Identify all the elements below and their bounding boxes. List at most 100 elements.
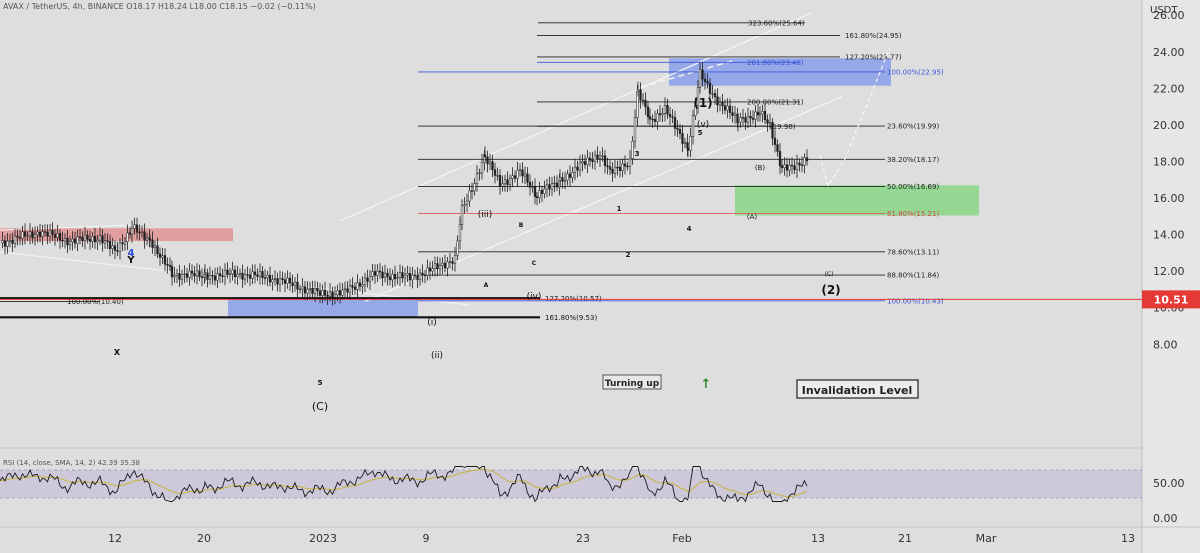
candle-body <box>68 241 72 246</box>
candle-body <box>13 235 17 244</box>
candle-body <box>423 274 427 277</box>
candle-body <box>73 238 77 244</box>
currency-label: USDT <box>1150 5 1178 16</box>
candle-body <box>563 179 567 182</box>
candle-body <box>396 277 399 279</box>
candle-body <box>318 290 322 296</box>
candle-body <box>221 275 224 277</box>
price-candles <box>1 61 809 306</box>
fib-level-label: 61.80%(15.21) <box>887 210 939 218</box>
candle-body <box>226 269 229 275</box>
fib-level-label: 88.80%(11.84) <box>887 272 939 280</box>
candle-body <box>413 274 417 277</box>
candle-body <box>158 253 162 258</box>
candle-body <box>545 184 549 190</box>
wave-label: 1 <box>617 205 622 213</box>
candle-body <box>185 273 189 278</box>
candle-body <box>246 274 249 276</box>
candle-body <box>538 190 541 199</box>
candle-body <box>778 151 782 166</box>
candle-body <box>283 279 287 284</box>
candle-body <box>731 112 734 116</box>
candle-body <box>298 288 302 291</box>
fib-level-label: 261.80%(23.48) <box>747 59 804 67</box>
dashed-trend-line <box>639 59 736 89</box>
candle-body <box>783 164 786 168</box>
candle-body <box>3 240 7 247</box>
candle-body <box>401 272 404 279</box>
candle-body <box>306 289 309 294</box>
candle-body <box>51 230 54 235</box>
candle-body <box>511 175 514 179</box>
candle-body <box>180 274 184 280</box>
candle-body <box>273 278 277 280</box>
candle-body <box>578 162 582 171</box>
price-tick-label: 12.00 <box>1153 265 1185 278</box>
candle-body <box>168 265 172 267</box>
candle-body <box>111 245 114 249</box>
candle-body <box>208 275 212 280</box>
candle-body <box>588 157 592 161</box>
candle-body <box>130 228 134 235</box>
rsi-line <box>0 466 808 503</box>
candle-body <box>338 290 342 296</box>
symbol-label: AVAX / TetherUS, 4h, BINANCE <box>3 2 124 11</box>
wave-label: (B) <box>755 164 766 172</box>
candle-body <box>406 273 409 276</box>
invalidation-label: Invalidation Level <box>802 384 912 397</box>
candle-body <box>555 182 559 188</box>
wave-label: (iii) <box>478 210 493 220</box>
candle-body <box>38 231 42 237</box>
candle-body <box>746 115 750 123</box>
time-tick-label: 9 <box>423 532 430 545</box>
candle-body <box>798 162 801 166</box>
price-tick-label: 26.00 <box>1153 9 1185 22</box>
price-tick-label: 24.00 <box>1153 46 1185 59</box>
candle-body <box>478 172 481 174</box>
candle-body <box>133 224 136 229</box>
wave-c-target-zone <box>228 298 418 318</box>
price-tick-label: 18.00 <box>1153 155 1185 168</box>
candle-body <box>238 272 242 275</box>
turning-up-annotation <box>602 374 662 390</box>
candle-body <box>308 288 312 290</box>
candle-body <box>263 277 267 279</box>
fib-level-label: 23.60%(19.99) <box>887 123 939 131</box>
time-tick-label: 13 <box>811 532 825 545</box>
fib-level-label: 323.60%(25.64) <box>748 19 805 27</box>
candle-body <box>800 164 804 167</box>
candle-body <box>596 154 599 159</box>
candle-body <box>21 231 24 239</box>
candle-body <box>749 115 752 119</box>
candle-body <box>361 284 364 287</box>
time-tick-label: 13 <box>1121 532 1135 545</box>
candle-body <box>498 175 502 187</box>
candle-body <box>98 235 102 241</box>
candle-body <box>736 121 740 124</box>
invalidation-box <box>796 379 919 399</box>
candle-body <box>676 127 679 130</box>
candle-body <box>633 117 637 142</box>
candle-body <box>228 273 232 275</box>
candle-body <box>744 117 747 123</box>
candle-body <box>326 294 329 297</box>
candle-body <box>618 166 622 171</box>
candle-body <box>16 235 19 238</box>
wave-label: C <box>532 260 537 267</box>
candle-body <box>583 161 587 165</box>
wave-2-target-zone <box>735 185 979 216</box>
candle-body <box>728 105 732 113</box>
candle-body <box>96 239 99 243</box>
candle-body <box>456 240 459 256</box>
candle-body <box>508 178 512 185</box>
candle-body <box>223 269 227 277</box>
candle-body <box>61 240 64 242</box>
candle-body <box>121 242 124 245</box>
candle-body <box>356 282 359 290</box>
candle-body <box>316 288 319 292</box>
turning-up-label: Turning up <box>605 379 660 389</box>
wave-label: (iv) <box>527 292 542 302</box>
candle-body <box>106 240 109 242</box>
candle-body <box>391 273 394 281</box>
